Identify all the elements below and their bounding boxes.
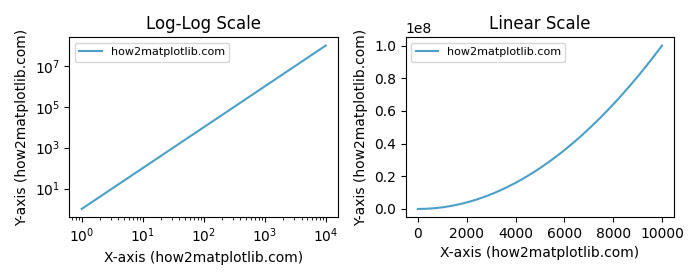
Legend: how2matplotlib.com: how2matplotlib.com <box>412 43 566 62</box>
how2matplotlib.com <box>209 119 218 122</box>
X-axis label: X-axis (how2matplotlib.com): X-axis (how2matplotlib.com) <box>104 251 303 265</box>
how2matplotlib.com <box>658 44 666 47</box>
Y-axis label: Y-axis (how2matplotlib.com): Y-axis (how2matplotlib.com) <box>15 29 29 226</box>
how2matplotlib.com <box>78 207 86 211</box>
Legend: how2matplotlib.com: how2matplotlib.com <box>75 43 229 62</box>
how2matplotlib.com <box>316 48 324 51</box>
how2matplotlib.com <box>414 207 422 211</box>
how2matplotlib.com <box>278 73 286 77</box>
how2matplotlib.com <box>193 130 202 133</box>
how2matplotlib.com <box>321 44 330 47</box>
Y-axis label: Y-axis (how2matplotlib.com): Y-axis (how2matplotlib.com) <box>354 29 368 226</box>
how2matplotlib.com <box>223 110 231 113</box>
how2matplotlib.com <box>531 169 540 173</box>
how2matplotlib.com <box>614 97 622 101</box>
Title: Linear Scale: Linear Scale <box>489 15 591 33</box>
Line: how2matplotlib.com: how2matplotlib.com <box>82 46 326 209</box>
how2matplotlib.com <box>530 171 538 174</box>
Line: how2matplotlib.com: how2matplotlib.com <box>418 46 662 209</box>
how2matplotlib.com <box>559 149 568 153</box>
how2matplotlib.com <box>652 52 660 55</box>
how2matplotlib.com <box>195 129 203 132</box>
X-axis label: X-axis (how2matplotlib.com): X-axis (how2matplotlib.com) <box>440 246 640 260</box>
Title: Log-Log Scale: Log-Log Scale <box>146 15 261 33</box>
how2matplotlib.com <box>546 159 554 163</box>
